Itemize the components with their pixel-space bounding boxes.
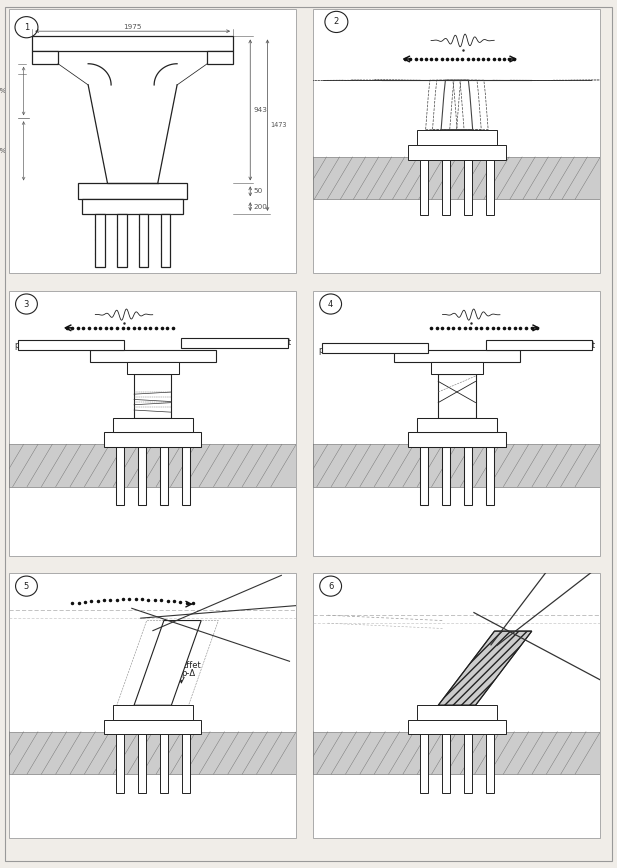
Bar xyxy=(394,351,520,362)
Bar xyxy=(161,214,170,266)
Bar xyxy=(322,343,428,353)
Bar xyxy=(431,362,482,374)
Text: 1473: 1473 xyxy=(270,122,287,128)
Text: 335: 335 xyxy=(166,191,178,197)
Text: 200: 200 xyxy=(253,204,267,209)
Text: Effet: Effet xyxy=(181,661,201,670)
Bar xyxy=(486,160,494,215)
Polygon shape xyxy=(134,621,201,705)
Text: t: t xyxy=(592,341,595,350)
Bar xyxy=(116,734,124,792)
Text: 0,2%: 0,2% xyxy=(0,148,6,154)
Bar xyxy=(464,160,472,215)
Bar xyxy=(313,732,600,774)
Bar xyxy=(438,374,476,418)
Bar xyxy=(416,418,497,432)
Bar xyxy=(442,734,450,792)
Text: p: p xyxy=(318,345,323,355)
Text: p: p xyxy=(14,341,19,350)
Text: 50: 50 xyxy=(253,188,262,194)
Bar xyxy=(95,214,104,266)
Bar xyxy=(160,734,168,792)
Bar xyxy=(420,734,428,792)
Bar xyxy=(134,374,172,418)
Bar xyxy=(416,129,497,145)
Bar xyxy=(181,734,189,792)
Text: 6: 6 xyxy=(328,582,333,590)
Bar xyxy=(408,720,506,734)
Bar xyxy=(18,340,124,351)
Bar xyxy=(32,51,58,63)
Bar xyxy=(486,447,494,505)
Bar xyxy=(486,340,592,351)
Bar xyxy=(138,447,146,505)
Bar xyxy=(32,36,233,51)
Bar xyxy=(138,734,146,792)
Text: 5: 5 xyxy=(24,582,29,590)
Bar xyxy=(207,51,233,63)
Bar xyxy=(89,351,216,362)
Text: p-Δ: p-Δ xyxy=(181,669,196,678)
Text: 310: 310 xyxy=(126,191,139,197)
Text: t: t xyxy=(288,339,291,347)
Bar xyxy=(420,160,428,215)
Bar xyxy=(408,432,506,447)
Bar xyxy=(416,705,497,720)
Text: 3: 3 xyxy=(24,299,29,308)
Text: 320: 320 xyxy=(87,191,99,197)
Bar xyxy=(139,214,149,266)
Bar xyxy=(117,214,126,266)
Bar xyxy=(486,734,494,792)
Bar xyxy=(9,732,296,774)
Bar xyxy=(112,705,193,720)
Bar xyxy=(116,447,124,505)
Bar xyxy=(9,444,296,487)
Bar xyxy=(464,447,472,505)
Bar xyxy=(104,432,202,447)
Text: 1975: 1975 xyxy=(123,23,142,30)
Bar xyxy=(83,200,183,214)
Bar xyxy=(127,362,178,374)
Bar xyxy=(442,447,450,505)
Bar xyxy=(420,447,428,505)
Text: 2: 2 xyxy=(334,17,339,26)
Bar xyxy=(442,160,450,215)
Bar xyxy=(313,157,600,200)
Bar xyxy=(181,338,288,348)
Bar xyxy=(112,418,193,432)
Bar xyxy=(464,734,472,792)
Bar xyxy=(181,447,189,505)
Bar xyxy=(408,145,506,160)
Polygon shape xyxy=(438,631,532,705)
Bar xyxy=(313,444,600,487)
Text: 4: 4 xyxy=(328,299,333,308)
Text: 0,1%: 0,1% xyxy=(0,88,6,94)
Bar xyxy=(160,447,168,505)
Text: 943: 943 xyxy=(253,107,267,113)
Text: 1: 1 xyxy=(24,23,29,32)
Bar xyxy=(78,183,187,200)
Bar xyxy=(104,720,202,734)
